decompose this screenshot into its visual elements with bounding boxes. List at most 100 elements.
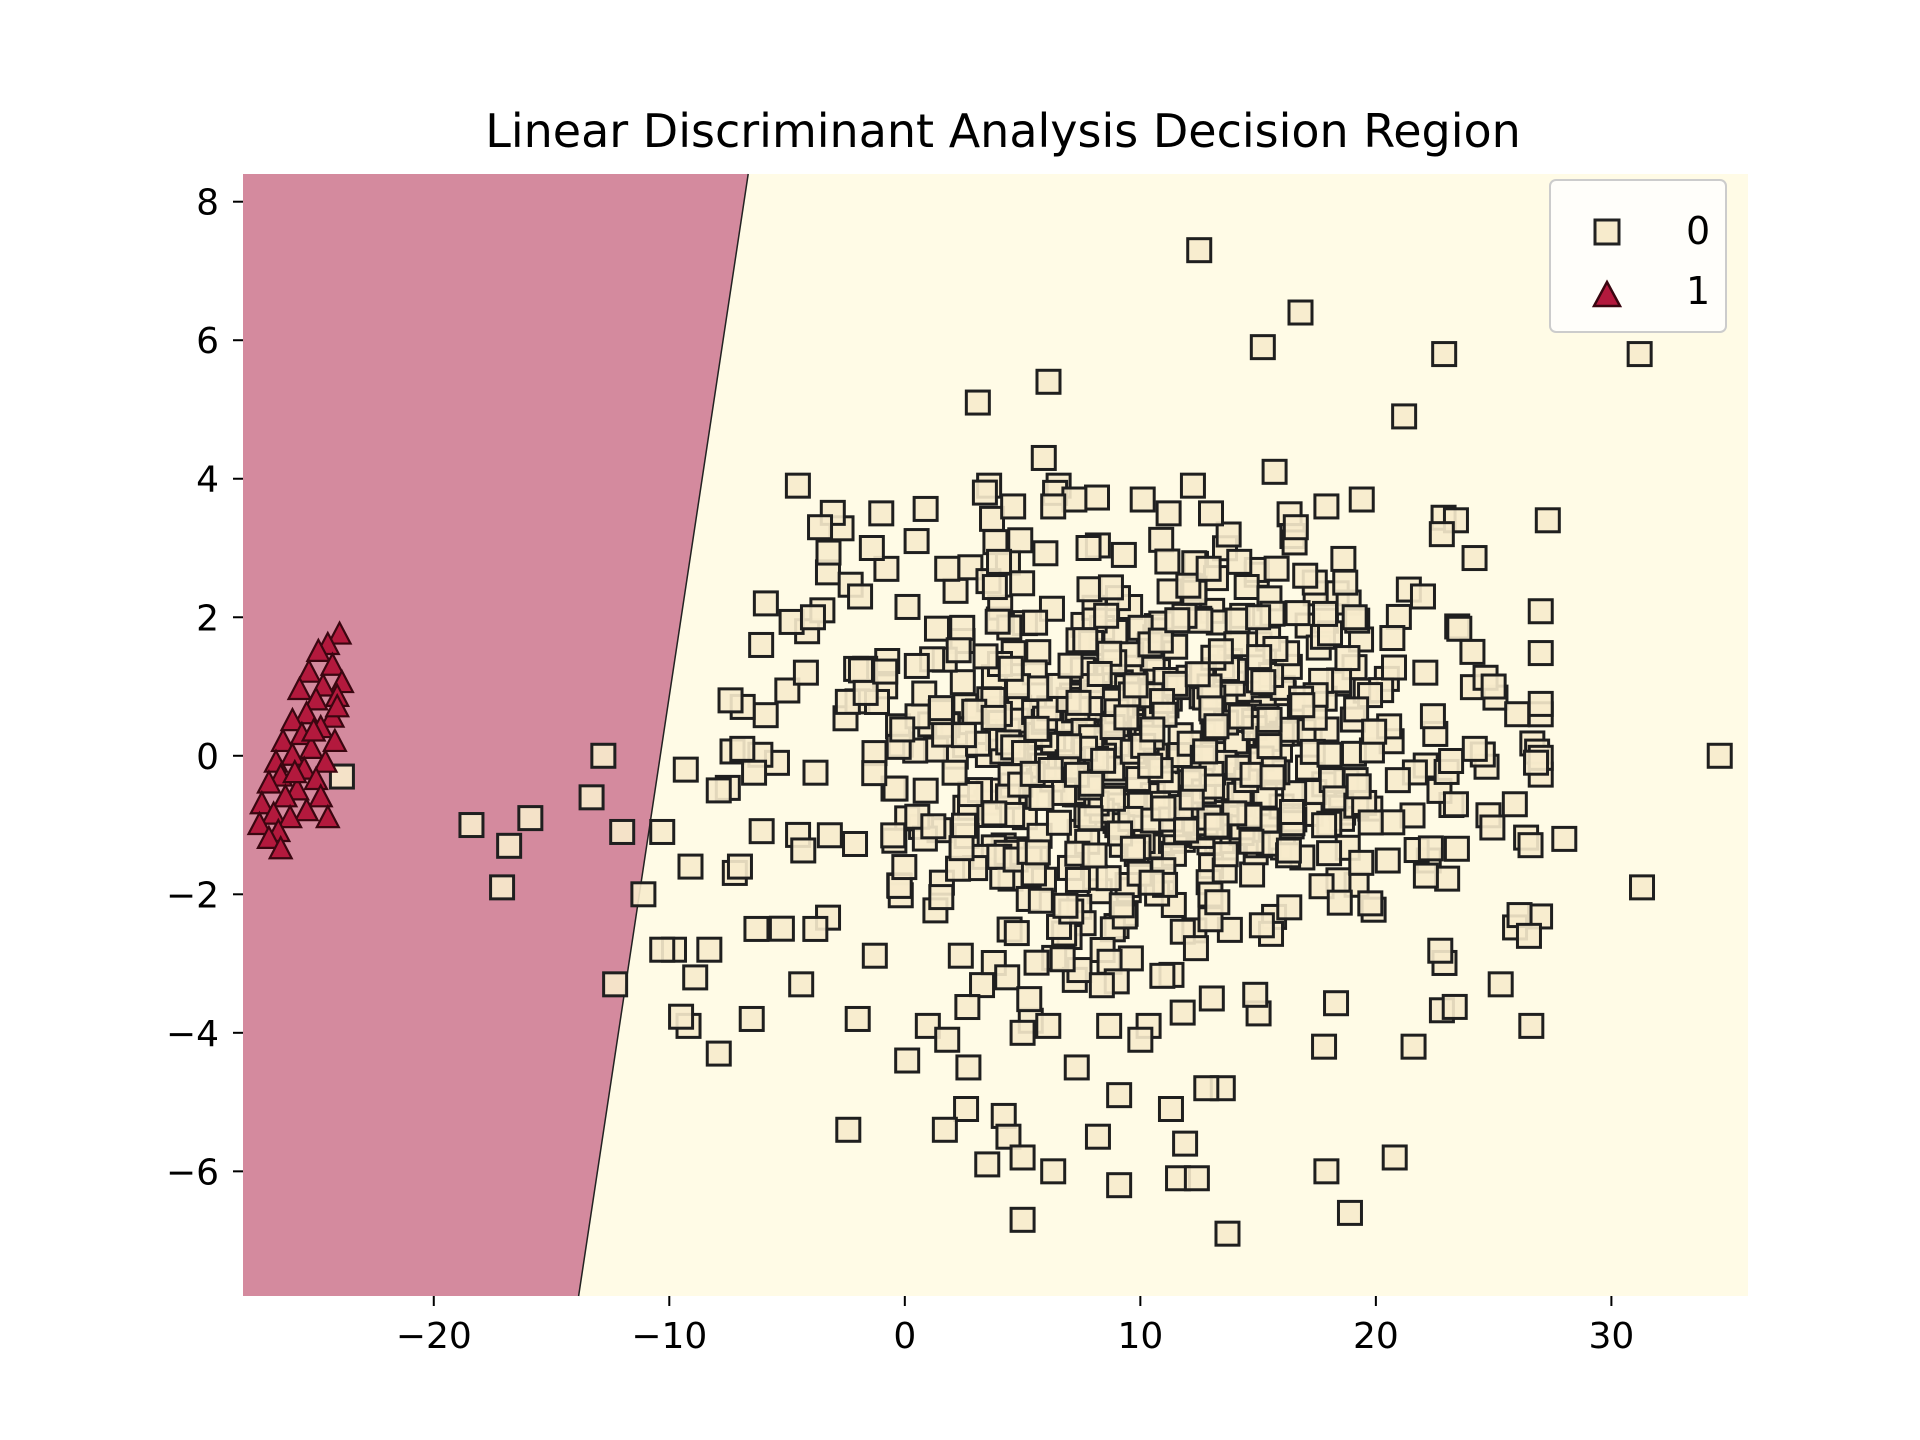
data-point-class-0 — [1127, 1026, 1154, 1053]
data-point-class-0 — [1045, 809, 1072, 836]
data-point-class-0 — [802, 915, 829, 942]
data-point-class-0 — [1289, 692, 1316, 719]
y-tick-label: −2 — [166, 875, 219, 916]
data-point-class-0 — [1009, 1206, 1036, 1233]
data-point-class-0 — [1357, 890, 1384, 917]
data-point-class-0 — [1084, 1123, 1111, 1150]
data-point-class-0 — [1316, 741, 1343, 768]
data-point-class-0 — [1311, 812, 1338, 839]
data-point-class-0 — [1443, 835, 1470, 862]
data-point-class-0 — [949, 669, 976, 696]
data-point-class-0 — [1276, 894, 1303, 921]
data-point-class-0 — [1137, 752, 1164, 779]
data-point-class-0 — [894, 593, 921, 620]
data-point-class-1 — [296, 658, 322, 683]
data-point-class-0 — [945, 637, 972, 664]
data-point-class-0 — [1057, 652, 1084, 679]
data-point-class-0 — [949, 614, 976, 641]
data-point-class-0 — [1023, 715, 1050, 742]
data-point-class-0 — [882, 775, 909, 802]
data-point-class-0 — [1063, 1054, 1090, 1081]
data-point-class-0 — [997, 655, 1024, 682]
data-point-class-0 — [1501, 791, 1528, 818]
data-point-class-1 — [256, 769, 282, 794]
data-point-class-0 — [1461, 545, 1488, 572]
data-point-class-0 — [950, 722, 977, 749]
data-point-class-0 — [752, 590, 779, 617]
data-point-class-0 — [1030, 444, 1057, 471]
data-point-class-1 — [326, 620, 353, 645]
data-point-class-0 — [981, 574, 1008, 601]
data-point-class-0 — [1065, 689, 1092, 716]
data-point-class-0 — [1527, 690, 1554, 717]
data-point-class-0 — [1427, 937, 1454, 964]
data-point-class-0 — [1099, 785, 1126, 812]
data-point-class-0 — [1049, 946, 1076, 973]
y-tick-label: 2 — [196, 598, 219, 639]
data-point-class-0 — [1207, 638, 1234, 665]
data-point-class-0 — [1419, 703, 1446, 730]
data-point-class-0 — [1326, 889, 1353, 916]
data-point-class-0 — [1078, 770, 1105, 797]
data-point-class-0 — [1534, 507, 1561, 534]
data-point-class-0 — [1148, 526, 1175, 553]
data-point-class-0 — [1242, 981, 1269, 1008]
data-point-class-0 — [649, 936, 676, 963]
data-point-class-1 — [322, 727, 348, 753]
data-point-class-0 — [1155, 500, 1182, 527]
y-axis: −6 −4 −2 0 2 4 6 8 — [166, 183, 243, 1193]
data-point-class-0 — [842, 830, 869, 857]
data-point-class-0 — [923, 615, 950, 642]
data-point-class-0 — [1226, 548, 1253, 575]
data-point-class-0 — [1517, 832, 1544, 859]
data-point-class-0 — [1311, 1033, 1338, 1060]
data-point-class-0 — [672, 756, 699, 783]
data-point-class-0 — [873, 555, 900, 582]
data-point-class-0 — [649, 818, 676, 845]
data-point-class-0 — [1095, 865, 1122, 892]
data-point-class-0 — [784, 472, 811, 499]
data-point-class-0 — [1551, 825, 1578, 852]
data-point-class-1 — [279, 706, 306, 732]
data-point-class-1 — [246, 810, 273, 836]
data-point-class-0 — [955, 1054, 982, 1081]
data-point-class-1 — [260, 800, 287, 825]
data-point-class-0 — [1154, 548, 1181, 575]
data-point-class-0 — [743, 915, 770, 942]
data-point-class-0 — [1400, 1033, 1427, 1060]
data-point-class-1 — [286, 675, 313, 701]
plot-area — [243, 173, 1748, 1297]
data-point-class-0 — [880, 822, 907, 849]
data-point-class-1 — [305, 637, 332, 662]
data-point-class-0 — [1442, 791, 1469, 818]
data-point-class-0 — [1379, 809, 1406, 836]
data-point-class-0 — [1434, 865, 1461, 892]
data-point-class-0 — [980, 704, 1007, 731]
data-point-class-0 — [1459, 638, 1486, 665]
data-point-class-0 — [1088, 972, 1115, 999]
data-point-class-1 — [293, 699, 320, 725]
data-point-class-0 — [1117, 945, 1144, 972]
data-point-class-1 — [293, 796, 320, 822]
data-point-class-0 — [1072, 627, 1099, 654]
data-point-class-0 — [748, 631, 775, 658]
data-point-class-0 — [1233, 574, 1260, 601]
data-point-class-0 — [1032, 540, 1059, 567]
data-point-class-0 — [717, 687, 744, 714]
data-point-class-1 — [281, 758, 308, 784]
data-point-class-0 — [1348, 849, 1375, 876]
region-class-1 — [243, 174, 749, 1296]
data-point-class-1 — [267, 834, 294, 860]
data-point-class-0 — [799, 604, 826, 631]
y-tick-label: 0 — [196, 737, 219, 778]
data-point-class-0 — [1077, 805, 1104, 832]
data-point-class-0 — [1106, 1172, 1133, 1199]
data-point-class-0 — [1438, 748, 1465, 775]
data-point-class-1 — [270, 727, 296, 753]
data-point-class-0 — [1428, 521, 1455, 548]
data-point-class-0 — [1009, 1019, 1036, 1046]
data-point-class-0 — [1113, 704, 1140, 731]
data-point-class-0 — [705, 1040, 732, 1067]
legend-marker-0 — [1593, 218, 1621, 246]
